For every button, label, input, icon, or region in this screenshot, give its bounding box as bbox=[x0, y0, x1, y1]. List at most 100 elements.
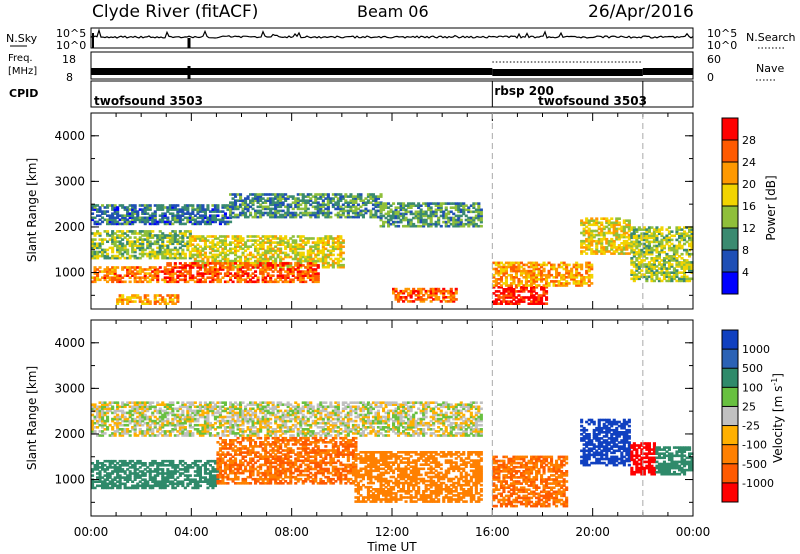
scatter-cell bbox=[645, 277, 649, 281]
scatter-cell bbox=[231, 428, 235, 431]
scatter-cell bbox=[266, 207, 270, 211]
scatter-cell bbox=[314, 276, 318, 279]
scatter-cell bbox=[239, 274, 243, 277]
scatter-cell bbox=[286, 253, 290, 257]
scatter-cell bbox=[519, 273, 523, 277]
scatter-cell bbox=[116, 240, 120, 243]
scatter-cell bbox=[236, 276, 240, 279]
scatter-cell bbox=[417, 202, 421, 205]
scatter-cell bbox=[176, 214, 180, 217]
scatter-cell bbox=[299, 211, 303, 215]
scatter-cell bbox=[188, 401, 192, 404]
scatter-cell bbox=[316, 241, 320, 244]
scatter-cell bbox=[196, 206, 200, 209]
scatter-cell bbox=[447, 210, 451, 214]
scatter-cell bbox=[236, 278, 240, 282]
scatter-cell bbox=[635, 259, 639, 262]
scatter-cell bbox=[522, 269, 526, 273]
scatter-cell bbox=[655, 240, 659, 244]
scatter-cell bbox=[133, 405, 137, 409]
scatter-cell bbox=[188, 430, 192, 433]
scatter-cell bbox=[364, 211, 368, 215]
scatter-cell bbox=[324, 203, 328, 207]
scatter-cell bbox=[96, 256, 100, 260]
scatter-cell bbox=[231, 432, 235, 435]
scatter-cell bbox=[319, 239, 323, 242]
scatter-cell bbox=[321, 243, 325, 246]
scatter-cell bbox=[670, 246, 674, 250]
scatter-cell bbox=[660, 279, 664, 283]
scatter-cell bbox=[108, 234, 112, 237]
scatter-cell bbox=[138, 236, 142, 239]
scatter-cell bbox=[118, 222, 122, 226]
scatter-cell bbox=[397, 294, 401, 297]
scatter-cell bbox=[148, 240, 152, 243]
scatter-cell bbox=[153, 302, 157, 305]
scatter-cell bbox=[319, 259, 323, 263]
scatter-cell bbox=[382, 202, 386, 205]
scatter-cell bbox=[229, 266, 233, 269]
scatter-cell bbox=[389, 218, 393, 222]
scatter-cell bbox=[166, 236, 170, 239]
scatter-cell bbox=[96, 210, 100, 213]
scatter-cell bbox=[229, 211, 233, 215]
scatter-cell bbox=[407, 220, 411, 224]
scatter-cell bbox=[239, 203, 243, 207]
scatter-cell bbox=[163, 206, 167, 209]
scatter-cell bbox=[535, 292, 539, 295]
scatter-cell bbox=[123, 280, 127, 284]
scatter-cell bbox=[96, 278, 100, 282]
scatter-cell bbox=[181, 411, 185, 415]
scatter-cell bbox=[254, 247, 258, 251]
scatter-cell bbox=[193, 411, 197, 415]
scatter-cell bbox=[121, 409, 125, 413]
scatter-cell bbox=[133, 248, 137, 252]
scatter-cell bbox=[231, 207, 235, 211]
scatter-cell bbox=[647, 271, 651, 274]
scatter-cell bbox=[647, 226, 651, 229]
scatter-cell bbox=[251, 207, 255, 211]
scatter-cell bbox=[331, 193, 335, 196]
scatter-cell bbox=[289, 243, 293, 246]
scatter-cell bbox=[218, 245, 222, 248]
scatter-cell bbox=[211, 220, 215, 224]
scatter-cell bbox=[610, 221, 614, 225]
scatter-cell bbox=[382, 222, 386, 226]
scatter-cell bbox=[289, 247, 293, 251]
scatter-cell bbox=[650, 232, 654, 235]
scatter-cell bbox=[565, 276, 569, 279]
scatter-cell bbox=[246, 259, 250, 263]
scatter-cell bbox=[146, 294, 150, 297]
scatter-cell bbox=[662, 275, 666, 279]
scatter-cell bbox=[153, 240, 157, 243]
scatter-cell bbox=[660, 242, 664, 246]
scatter-cell bbox=[404, 224, 408, 228]
scatter-cell bbox=[279, 199, 283, 202]
scatter-cell bbox=[211, 266, 215, 269]
scatter-cell bbox=[143, 415, 147, 419]
scatter-cell bbox=[535, 284, 539, 287]
scatter-cell bbox=[249, 407, 253, 411]
scatter-cell bbox=[524, 273, 528, 277]
y-tick-label: 3000 bbox=[54, 174, 85, 188]
scatter-cell bbox=[171, 409, 175, 413]
scatter-cell bbox=[316, 257, 320, 261]
scatter-cell bbox=[188, 212, 192, 215]
scatter-cell bbox=[404, 210, 408, 214]
scatter-cell bbox=[336, 215, 340, 219]
scatter-cell bbox=[334, 261, 338, 265]
scatter-cell bbox=[166, 421, 170, 425]
scatter-cell bbox=[256, 253, 260, 257]
scatter-cell bbox=[181, 256, 185, 260]
scatter-cell bbox=[223, 272, 227, 275]
scatter-cell bbox=[254, 411, 258, 415]
scatter-cell bbox=[91, 407, 95, 411]
scatter-cell bbox=[131, 218, 135, 222]
scatter-cell bbox=[647, 252, 651, 256]
scatter-cell bbox=[196, 262, 200, 265]
scatter-cell bbox=[171, 270, 175, 273]
scatter-cell bbox=[306, 253, 310, 257]
scatter-cell bbox=[389, 222, 393, 226]
scatter-cell bbox=[279, 215, 283, 219]
scatter-cell bbox=[178, 222, 182, 226]
